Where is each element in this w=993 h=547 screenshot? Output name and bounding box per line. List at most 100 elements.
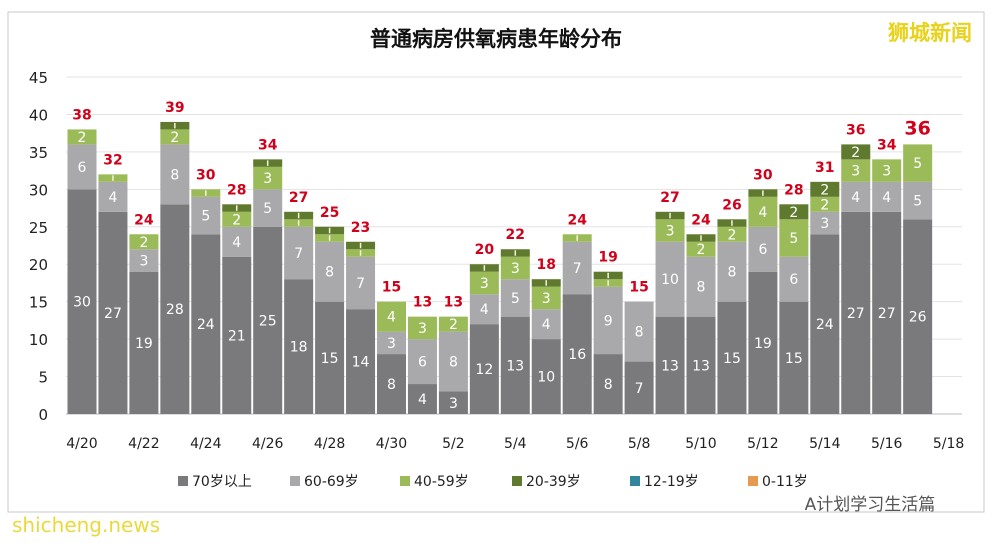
bar-segment — [748, 226, 778, 272]
segment-label: 27 — [847, 306, 865, 322]
bar-segment — [222, 256, 252, 414]
segment-label: 19 — [754, 336, 772, 352]
segment-label: 13 — [506, 358, 524, 374]
bar-segment — [717, 301, 747, 414]
segment-label: 6 — [78, 160, 87, 176]
bar-segment — [810, 234, 840, 414]
bar-segment — [129, 234, 159, 250]
segment-label: 27 — [878, 306, 896, 322]
segment-label: 2 — [820, 182, 829, 198]
x-tick-label: 4/26 — [252, 436, 284, 452]
total-label: 24 — [567, 212, 587, 228]
x-tick-label: 4/20 — [66, 436, 97, 452]
segment-label: 3 — [480, 276, 489, 292]
x-tick-label: 5/14 — [809, 436, 841, 452]
x-tick-label: 4/24 — [190, 436, 222, 452]
legend-label: 60-69岁 — [304, 474, 359, 490]
segment-label: 8 — [697, 280, 706, 296]
segment-label: 3 — [511, 261, 520, 277]
x-tick-label: 5/16 — [871, 436, 903, 452]
segment-label: 3 — [449, 396, 458, 412]
bar-segment — [438, 391, 468, 414]
bar-segment — [779, 204, 809, 220]
segment-label: 24 — [816, 317, 834, 333]
segment-label: 14 — [352, 355, 370, 371]
total-label: 34 — [258, 137, 278, 153]
bar-segment — [253, 166, 283, 190]
segment-label: 6 — [789, 272, 798, 288]
segment-label: 3 — [387, 336, 396, 352]
x-tick-label: 5/8 — [628, 436, 651, 452]
bar-segment — [810, 211, 840, 235]
bar-segment — [872, 159, 902, 182]
segment-label: 2 — [139, 235, 148, 251]
segment-label: 10 — [661, 272, 679, 288]
bar-segment — [346, 256, 376, 310]
bar-segment — [841, 159, 871, 182]
y-tick-label: 0 — [38, 406, 48, 424]
segment-label: 8 — [325, 265, 334, 281]
segment-label: 13 — [692, 358, 710, 374]
total-label: 24 — [691, 212, 711, 228]
total-label: 31 — [815, 160, 834, 176]
bar-segment — [469, 271, 499, 295]
bar-segment — [779, 256, 809, 302]
bar-segment — [315, 241, 345, 302]
segment-label: 27 — [104, 306, 122, 322]
x-tick-label: 5/4 — [504, 436, 527, 452]
total-label: 38 — [72, 107, 91, 123]
bar-segment — [315, 301, 345, 414]
y-tick-label: 10 — [29, 331, 48, 349]
total-label: 30 — [196, 167, 216, 183]
bar-segment — [377, 301, 406, 332]
segment-label: 8 — [604, 377, 613, 393]
segment-label: 15 — [723, 351, 741, 367]
legend-swatch — [400, 476, 410, 486]
legend-swatch — [748, 476, 758, 486]
bar-segment — [129, 271, 159, 414]
segment-label: 5 — [913, 194, 922, 210]
bar-segment — [253, 189, 283, 227]
segment-label: 26 — [909, 310, 927, 326]
segment-label: 4 — [758, 205, 767, 221]
segment-label: 21 — [228, 328, 246, 344]
total-label: 27 — [660, 190, 679, 206]
bar-segment — [624, 361, 654, 414]
bar-segment — [779, 301, 809, 414]
segment-label: 8 — [387, 377, 396, 393]
chart-frame — [7, 11, 985, 513]
bar-segment — [253, 226, 283, 414]
total-label: 19 — [598, 250, 617, 266]
segment-label: 2 — [727, 227, 736, 243]
bar-segment — [779, 219, 809, 257]
total-label: 18 — [537, 257, 556, 273]
segment-label: 5 — [511, 291, 520, 307]
legend-swatch — [630, 476, 640, 486]
x-tick-label: 5/10 — [685, 436, 716, 452]
segment-label: 4 — [882, 190, 891, 206]
segment-label: 8 — [170, 167, 179, 183]
segment-label: 15 — [785, 351, 803, 367]
total-label: 28 — [784, 182, 803, 198]
chart-title: 普通病房供氧病患年龄分布 — [370, 27, 622, 51]
segment-label: 4 — [387, 310, 396, 326]
bar-segment — [222, 226, 252, 257]
segment-label: 2 — [232, 212, 241, 228]
bar-segment — [346, 309, 376, 414]
bar-segment — [562, 294, 592, 414]
total-label: 34 — [877, 137, 897, 153]
x-tick-label: 4/30 — [376, 436, 407, 452]
bar-segment — [438, 331, 468, 392]
segment-label: 3 — [263, 171, 272, 187]
segment-label: 7 — [635, 381, 644, 397]
total-label: 39 — [165, 100, 184, 116]
bar-segment — [160, 129, 190, 145]
watermark-site: shicheng.news — [12, 513, 160, 537]
bar-segment — [160, 204, 190, 414]
legend-label: 0-11岁 — [762, 474, 808, 490]
bar-segment — [67, 129, 97, 145]
segment-label: 5 — [913, 156, 922, 172]
segment-label: 6 — [418, 355, 427, 371]
segment-label: 3 — [820, 216, 829, 232]
bar-segment — [377, 331, 406, 355]
